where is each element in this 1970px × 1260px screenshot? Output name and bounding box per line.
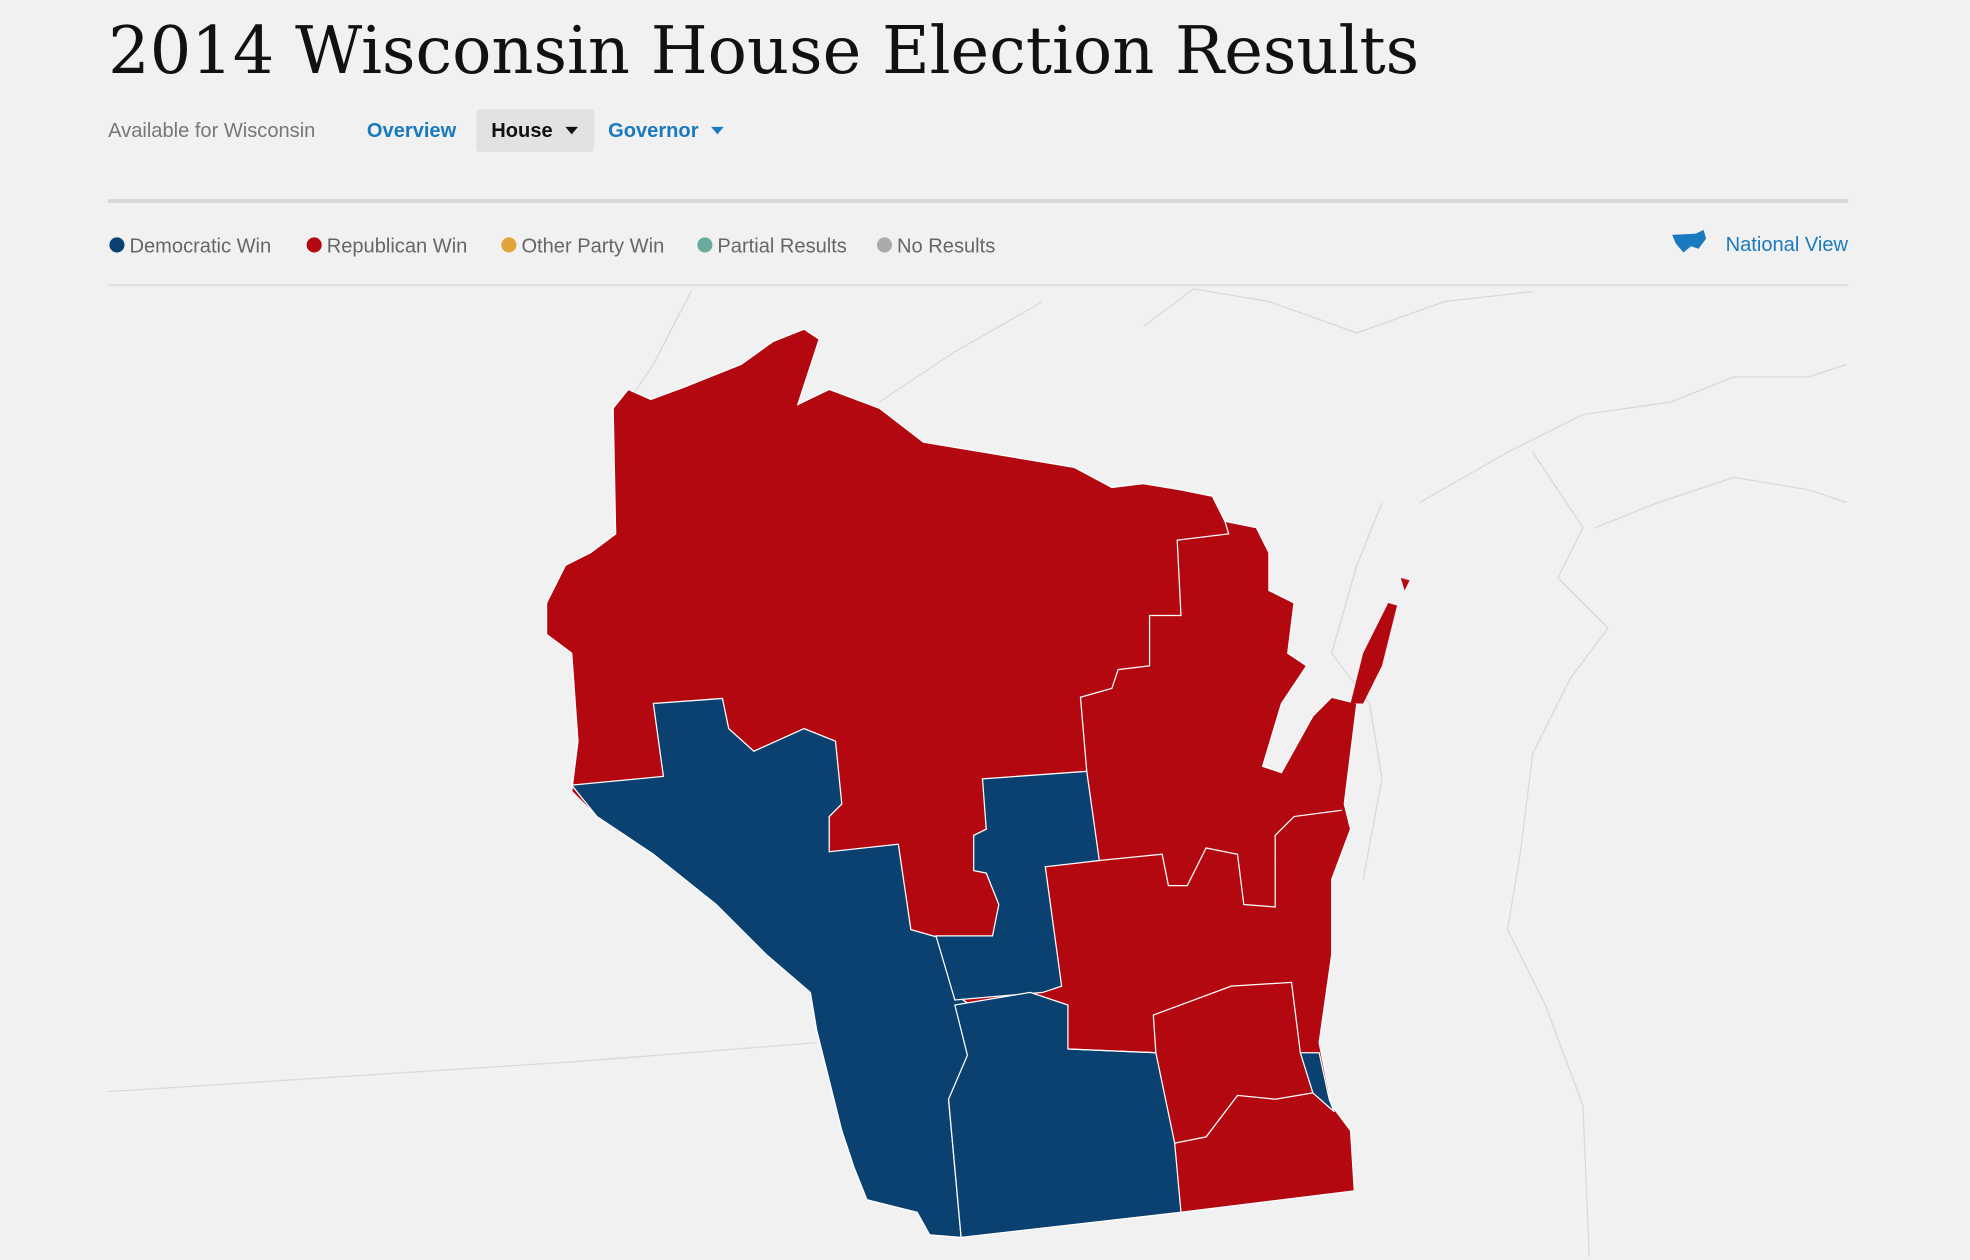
legend-label: Partial Results: [717, 236, 846, 258]
nav-house[interactable]: House: [491, 120, 552, 142]
district-4[interactable]: [1299, 1052, 1335, 1113]
legend: Democratic Win Republican Win Other Part…: [109, 236, 995, 258]
caret: [711, 126, 724, 135]
page-title: 2014 Wisconsin House Election Results: [108, 13, 1419, 89]
background-geography: [108, 288, 1847, 1257]
wisconsin-map: [545, 328, 1410, 1239]
legend-label: No Results: [897, 236, 995, 258]
legend-dot: [306, 237, 322, 253]
legend-label: Republican Win: [327, 236, 468, 258]
legend-label: Democratic Win: [130, 236, 272, 258]
nav-label: Available for Wisconsin: [108, 120, 315, 142]
door-peninsula: [1350, 602, 1398, 704]
nav-active-bg: [476, 109, 595, 153]
caret: [565, 126, 578, 135]
nav-overview[interactable]: Overview: [367, 120, 457, 142]
legend-dot: [876, 237, 893, 253]
us-icon[interactable]: [1672, 229, 1707, 253]
island: [1400, 577, 1410, 591]
nav-governor[interactable]: Governor: [608, 120, 699, 142]
legend-dot: [109, 237, 125, 253]
district-2[interactable]: [947, 991, 1182, 1239]
national-view-link[interactable]: National View: [1726, 234, 1849, 256]
district-3-east[interactable]: [935, 770, 1101, 1001]
legend-dot: [501, 237, 517, 253]
legend-dot: [697, 237, 713, 253]
legend-label: Other Party Win: [521, 236, 664, 258]
